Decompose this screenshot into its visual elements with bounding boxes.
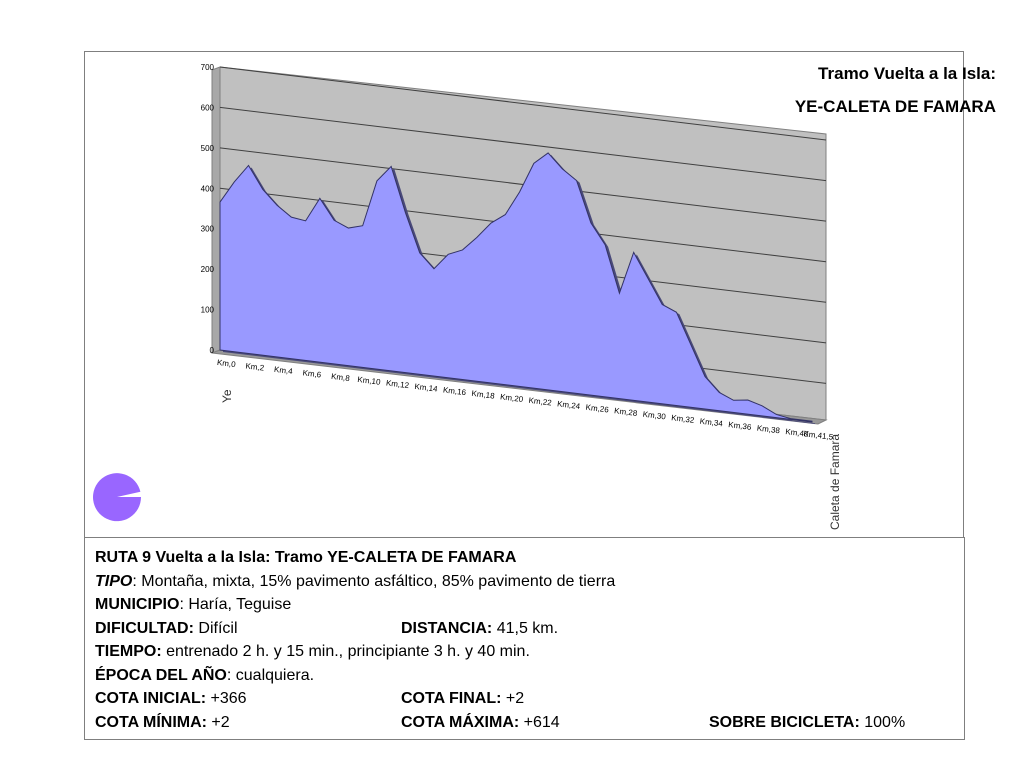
cota-final-field: COTA FINAL: +2 xyxy=(401,690,525,707)
x-tick-label: Km,38 xyxy=(756,424,781,436)
x-tick-label: Km,30 xyxy=(642,410,667,422)
y-tick-label: 200 xyxy=(201,265,215,274)
x-tick-label: Km,28 xyxy=(614,406,639,418)
gridline xyxy=(219,106,827,182)
y-tick-label: 0 xyxy=(210,346,215,355)
x-tick-label: Km,14 xyxy=(414,382,439,394)
x-tick-label: Km,8 xyxy=(331,372,351,383)
x-tick-label: Km,41,5 xyxy=(803,429,834,442)
chart-frame xyxy=(84,51,964,537)
route-info-box: RUTA 9 Vuelta a la Isla: Tramo YE-CALETA… xyxy=(84,537,965,740)
x-tick-label: Km,4 xyxy=(274,365,294,376)
x-tick-label: Km,0 xyxy=(216,358,236,369)
x-tick-label: Km,10 xyxy=(357,375,382,387)
x-tick-label: Km,34 xyxy=(699,417,724,429)
distancia-field: DISTANCIA: 41,5 km. xyxy=(401,619,559,637)
gridline xyxy=(219,66,827,141)
x-tick-label: Km,24 xyxy=(557,399,582,411)
x-tick-label: Km,6 xyxy=(302,368,322,379)
y-tick-label: 700 xyxy=(201,63,215,72)
x-tick-label: Km,2 xyxy=(245,361,265,372)
y-tick-label: 400 xyxy=(201,184,215,193)
tipo-row: TIPO: Montaña, mixta, 15% pavimento asfá… xyxy=(95,572,616,590)
tiempo-row: TIEMPO: entrenado 2 h. y 15 min., princi… xyxy=(95,643,530,660)
chart-title-line1: Tramo Vuelta a la Isla: xyxy=(818,64,996,83)
x-tick-label: Km,22 xyxy=(528,396,553,408)
x-tick-label: Km,16 xyxy=(443,385,468,397)
x-tick-label: Km,12 xyxy=(385,378,410,390)
municipio-row: MUNICIPIO: Haría, Teguise xyxy=(95,596,292,613)
elevation-area xyxy=(219,152,813,423)
x-tick-label: Km,36 xyxy=(728,420,753,432)
x-tick-label: Km,20 xyxy=(500,392,525,404)
elevation-chart: 0 100 200 300 400 500 600 700 Km,0 Km,2 Km,4 Km,6 K… xyxy=(201,63,842,530)
cota-row-1: COTA INICIAL: +366 COTA FINAL: +2 xyxy=(95,687,954,711)
cota-maxima-field: COTA MÁXIMA: +614 xyxy=(401,713,560,731)
y-tick-label: 100 xyxy=(201,306,215,315)
pie-chart-icon xyxy=(93,473,142,522)
cota-row-2: COTA MÍNIMA: +2 COTA MÁXIMA: +614 SOBRE … xyxy=(95,711,954,735)
chart-title-line2: YE-CALETA DE FAMARA xyxy=(794,97,996,116)
x-tick-label: Km,40 xyxy=(785,427,810,439)
route-title: RUTA 9 Vuelta a la Isla: Tramo YE-CALETA… xyxy=(95,549,517,566)
dificultad-row: DIFICULTAD: Difícil DISTANCIA: 41,5 km. xyxy=(95,617,954,641)
end-label: Caleta de Famara xyxy=(828,434,842,530)
y-tick-label: 600 xyxy=(201,103,215,112)
x-tick-label: Km,18 xyxy=(471,389,496,401)
y-tick-label: 300 xyxy=(201,225,215,234)
x-tick-label: Km,26 xyxy=(585,403,610,415)
y-tick-label: 500 xyxy=(201,144,215,153)
epoca-row: ÉPOCA DEL AÑO: cualquiera. xyxy=(95,666,315,684)
bicicleta-field: SOBRE BICICLETA: 100% xyxy=(709,713,906,731)
start-label: Ye xyxy=(220,389,234,403)
x-tick-label: Km,32 xyxy=(671,413,696,425)
